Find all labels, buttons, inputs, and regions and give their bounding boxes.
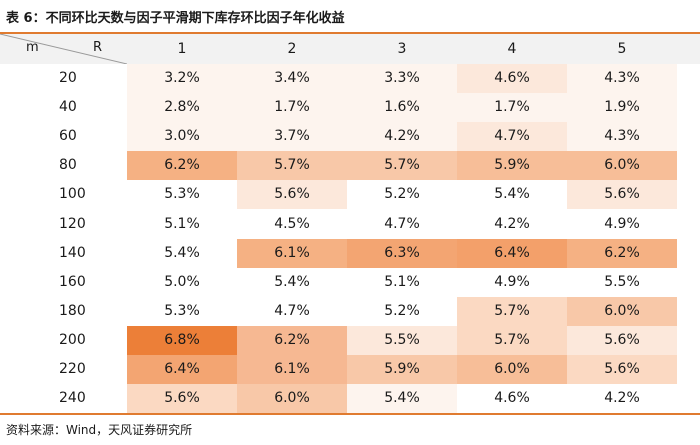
table-cell: 1.7% — [457, 93, 567, 123]
table-cell: 3.3% — [347, 64, 457, 93]
table-cell: 3.0% — [127, 122, 237, 152]
table-row: 140 5.4% 6.1% 6.3% 6.4% 6.2% — [0, 238, 700, 268]
table-row: 240 5.6% 6.0% 5.4% 4.6% 4.2% — [0, 384, 700, 414]
table-cell: 5.2% — [347, 296, 457, 326]
row-label: 240 — [59, 390, 86, 407]
table-cell: 4.5% — [237, 209, 347, 239]
table-cell: 5.1% — [127, 209, 237, 239]
table-cell: 5.1% — [347, 267, 457, 297]
row-label: 120 — [59, 215, 86, 232]
column-axis-label: R — [93, 40, 103, 55]
table-cell: 5.4% — [237, 267, 347, 297]
row-label: 100 — [59, 186, 86, 203]
table-cell: 2.8% — [127, 93, 237, 123]
table-cell: 4.7% — [237, 296, 347, 326]
table-cell: 5.9% — [457, 151, 567, 181]
table-row: 220 6.4% 6.1% 5.9% 6.0% 5.6% — [0, 355, 700, 384]
table-row: 100 5.3% 5.6% 5.2% 5.4% 5.6% — [0, 180, 700, 210]
row-label: 40 — [59, 99, 77, 116]
table-cell: 6.0% — [567, 296, 677, 326]
table-row: 180 5.3% 4.7% 5.2% 5.7% 6.0% — [0, 296, 700, 326]
table-cell: 5.7% — [457, 296, 567, 326]
table-cell: 3.7% — [237, 122, 347, 152]
table-cell: 5.7% — [347, 151, 457, 181]
table-cell: 6.2% — [567, 238, 677, 268]
table-cell: 5.2% — [347, 180, 457, 210]
table-cell: 6.2% — [237, 325, 347, 355]
table-cell: 6.0% — [567, 151, 677, 181]
table-cell: 5.9% — [347, 355, 457, 384]
row-label: 200 — [59, 331, 86, 348]
table-cell: 4.9% — [457, 267, 567, 297]
table-cell: 5.7% — [457, 325, 567, 355]
table-cell: 3.4% — [237, 64, 347, 93]
top-rule — [0, 32, 700, 34]
table-cell: 6.0% — [237, 384, 347, 414]
table-row: 120 5.1% 4.5% 4.7% 4.2% 4.9% — [0, 209, 700, 239]
header-corner: m R — [0, 34, 127, 64]
table-cell: 4.7% — [457, 122, 567, 152]
table-title: 表 6：不同环比天数与因子平滑期下库存环比因子年化收益 — [6, 11, 345, 26]
table-cell: 4.6% — [457, 64, 567, 93]
table-cell: 5.6% — [567, 325, 677, 355]
row-label: 60 — [59, 128, 77, 145]
column-header: 2 — [287, 41, 297, 57]
table-cell: 1.9% — [567, 93, 677, 123]
table-cell: 4.6% — [457, 384, 567, 414]
table-cell: 6.4% — [127, 355, 237, 384]
table-row: 80 6.2% 5.7% 5.7% 5.9% 6.0% — [0, 151, 700, 181]
table-cell: 6.1% — [237, 355, 347, 384]
table-cell: 5.3% — [127, 296, 237, 326]
table-cell: 6.0% — [457, 355, 567, 384]
table-cell: 4.3% — [567, 64, 677, 93]
row-axis-label: m — [26, 40, 39, 55]
table-cell: 5.6% — [567, 180, 677, 210]
table-row: 160 5.0% 5.4% 5.1% 4.9% 5.5% — [0, 267, 700, 297]
table-cell: 5.4% — [457, 180, 567, 210]
table-cell: 5.5% — [347, 325, 457, 355]
table-cell: 4.2% — [567, 384, 677, 414]
corner-diagonal-line — [0, 34, 127, 64]
bottom-rule — [0, 413, 700, 415]
table-cell: 1.7% — [237, 93, 347, 123]
table-cell: 6.4% — [457, 238, 567, 268]
table-row: 200 6.8% 6.2% 5.5% 5.7% 5.6% — [0, 325, 700, 355]
table-row: 40 2.8% 1.7% 1.6% 1.7% 1.9% — [0, 93, 700, 123]
table-cell: 5.6% — [567, 355, 677, 384]
table-cell: 6.3% — [347, 238, 457, 268]
source-note: 资料来源：Wind，天风证券研究所 — [6, 423, 193, 437]
row-label: 220 — [59, 361, 86, 377]
column-header: 1 — [177, 41, 187, 57]
table-cell: 5.4% — [127, 238, 237, 268]
table-cell: 5.7% — [237, 151, 347, 181]
row-label: 180 — [59, 302, 86, 319]
table-cell: 3.2% — [127, 64, 237, 93]
table-cell: 5.6% — [127, 384, 237, 414]
table-row: 20 3.2% 3.4% 3.3% 4.6% 4.3% — [0, 64, 700, 93]
table-cell: 4.2% — [347, 122, 457, 152]
table-cell: 6.8% — [127, 325, 237, 355]
row-label: 80 — [59, 157, 77, 174]
column-header: 4 — [507, 41, 517, 57]
column-header: 3 — [397, 41, 407, 57]
table-cell: 4.9% — [567, 209, 677, 239]
row-label: 160 — [59, 273, 86, 290]
table-cell: 5.0% — [127, 267, 237, 297]
table-row: 60 3.0% 3.7% 4.2% 4.7% 4.3% — [0, 122, 700, 152]
table-cell: 4.3% — [567, 122, 677, 152]
table-cell: 1.6% — [347, 93, 457, 123]
table-cell: 4.2% — [457, 209, 567, 239]
table-header: m R 1 2 3 4 5 — [0, 34, 700, 64]
table-cell: 5.6% — [237, 180, 347, 210]
table-cell: 6.2% — [127, 151, 237, 181]
table-cell: 4.7% — [347, 209, 457, 239]
table-cell: 5.3% — [127, 180, 237, 210]
table-cell: 5.5% — [567, 267, 677, 297]
row-label: 20 — [59, 70, 77, 86]
column-header: 5 — [617, 41, 627, 57]
table-cell: 6.1% — [237, 238, 347, 268]
row-label: 140 — [59, 244, 86, 261]
table-cell: 5.4% — [347, 384, 457, 414]
